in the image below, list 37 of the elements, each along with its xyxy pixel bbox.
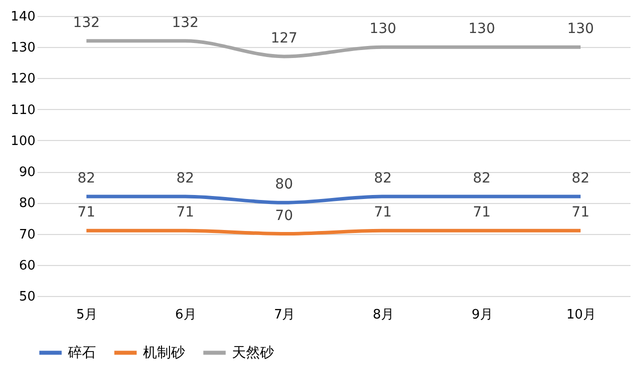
data-label: 132 (172, 14, 199, 31)
x-tick-label: 7月 (274, 308, 296, 322)
data-label: 132 (73, 14, 100, 31)
data-label: 71 (374, 204, 392, 221)
data-label: 130 (370, 21, 396, 38)
data-label: 130 (468, 21, 496, 38)
data-label: 80 (275, 176, 293, 193)
data-label: 82 (78, 170, 96, 186)
data-label: 82 (374, 170, 392, 186)
y-tick-label: 110 (10, 102, 36, 118)
data-label: 82 (572, 170, 590, 186)
data-label: 71 (572, 204, 590, 221)
data-label: 71 (78, 204, 96, 221)
y-tick-label: 50 (18, 290, 36, 304)
data-label: 130 (567, 21, 594, 38)
data-label: 71 (176, 204, 194, 221)
y-tick-label: 140 (10, 10, 36, 24)
legend-label: 机制砂 (143, 344, 185, 361)
x-tick-label: 10月 (566, 308, 596, 322)
x-tick-label: 5月 (76, 308, 98, 322)
y-tick-label: 100 (10, 134, 36, 149)
y-tick-label: 90 (18, 165, 36, 180)
y-tick-label: 60 (18, 258, 36, 274)
y-tick-label: 130 (10, 40, 36, 56)
x-tick-label: 8月 (372, 308, 394, 322)
legend-label: 碎石 (67, 344, 96, 361)
legend-label: 天然砂 (232, 344, 274, 361)
x-tick-label: 9月 (472, 308, 493, 322)
data-label: 82 (176, 170, 194, 186)
data-label: 71 (472, 204, 491, 221)
data-label: 70 (275, 208, 293, 224)
y-tick-label: 80 (18, 196, 36, 212)
x-tick-label: 6月 (175, 308, 196, 322)
y-tick-label: 70 (18, 227, 36, 242)
data-label: 127 (270, 30, 298, 46)
y-tick-label: 120 (10, 72, 36, 87)
data-label: 82 (472, 170, 491, 186)
